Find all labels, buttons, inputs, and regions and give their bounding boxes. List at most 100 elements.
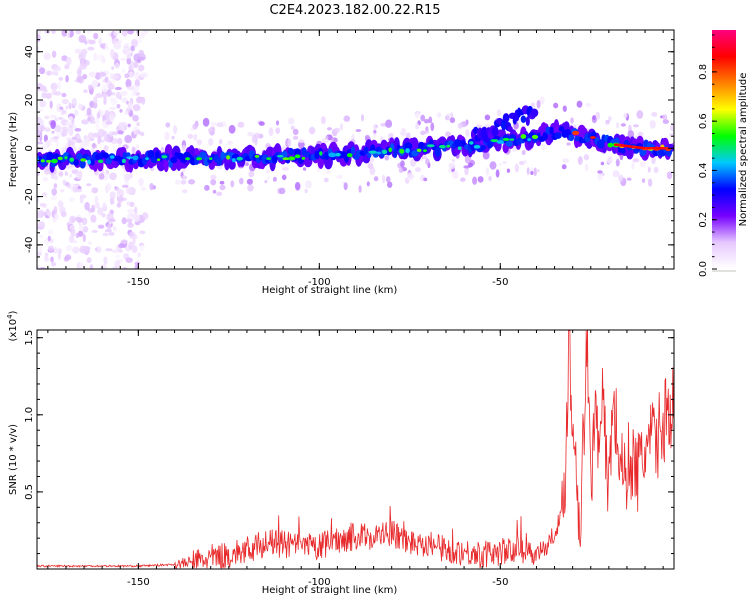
snr-panel: -150 -100 -50 0.5 1.0 1.5 Height of straight l… [6, 310, 675, 596]
band-blob [101, 152, 109, 159]
noise-blob [489, 161, 497, 170]
noise-blob [37, 33, 41, 43]
noise-blob [97, 207, 104, 216]
noise-blob [94, 118, 100, 124]
noise-blob [452, 170, 459, 179]
scale-exponent: 4 [6, 314, 14, 319]
noise-blob [119, 57, 127, 61]
noise-blob [472, 176, 478, 185]
band-blob [621, 147, 626, 154]
noise-blob [105, 183, 112, 191]
noise-blob [382, 174, 386, 184]
noise-blob [485, 167, 490, 176]
noise-blob [210, 179, 217, 186]
noise-blob [101, 84, 109, 93]
noise-blob [68, 139, 72, 149]
colorbar-tick-label: 0.6 [698, 113, 709, 129]
band-core [473, 145, 481, 149]
band-core [236, 156, 243, 161]
noise-blob [50, 262, 57, 267]
noise-blob [160, 146, 165, 155]
noise-blob [451, 159, 456, 163]
noise-blob [117, 130, 124, 135]
noise-blob [484, 114, 491, 121]
noise-blob [91, 229, 98, 233]
band-core [231, 158, 236, 163]
band-blob [86, 155, 92, 162]
noise-blob [86, 107, 92, 116]
noise-blob [91, 204, 96, 213]
band-core [132, 155, 139, 161]
noise-blob [61, 98, 69, 105]
noise-blob [114, 62, 120, 69]
noise-blob [101, 55, 105, 64]
noise-blob [384, 155, 390, 161]
noise-blob [122, 50, 127, 54]
noise-blob [275, 120, 280, 126]
noise-blob [78, 34, 87, 43]
noise-blob [562, 105, 567, 112]
noise-blob [597, 170, 603, 174]
top-ytick-label: -20 [24, 188, 35, 204]
noise-blob [94, 81, 99, 87]
top-xtick-label: -50 [492, 277, 508, 288]
noise-blob [92, 132, 100, 138]
noise-blob [121, 68, 126, 73]
noise-blob [288, 117, 295, 125]
noise-blob [98, 72, 107, 77]
noise-blob [50, 120, 56, 129]
noise-blob [51, 30, 56, 35]
noise-blob [77, 186, 82, 190]
band-core [80, 158, 87, 162]
noise-blob [50, 256, 54, 263]
noise-blob [121, 184, 129, 188]
noise-blob [115, 254, 121, 259]
noise-blob [400, 160, 405, 168]
noise-blob [51, 188, 57, 196]
noise-blob [669, 124, 674, 132]
noise-blob [76, 75, 83, 83]
noise-blob [415, 167, 421, 173]
noise-blob [649, 120, 656, 129]
noise-blob [131, 146, 136, 154]
noise-blob [95, 122, 100, 132]
noise-blob [272, 176, 277, 182]
noise-blob [37, 265, 40, 269]
noise-blob [37, 223, 41, 228]
branch-blob [473, 126, 479, 135]
noise-blob [118, 95, 122, 100]
noise-blob [450, 112, 454, 118]
noise-blob [135, 129, 141, 135]
band-core [469, 141, 474, 145]
band-blob [505, 140, 513, 147]
noise-blob [44, 127, 51, 132]
noise-blob [92, 101, 98, 109]
noise-blob [65, 245, 73, 252]
noise-blob [343, 182, 348, 191]
noise-blob [50, 82, 58, 91]
noise-blob [631, 160, 635, 170]
noise-blob [84, 40, 88, 45]
bottom-y-axis-label: SNR (10 * v/v) [8, 424, 19, 495]
noise-blob [266, 176, 271, 180]
noise-blob [165, 122, 171, 128]
noise-blob [460, 177, 466, 182]
band-blob [79, 159, 86, 169]
band-core [319, 151, 323, 156]
noise-blob [623, 112, 628, 119]
noise-blob [592, 115, 596, 121]
noise-blob [120, 90, 128, 97]
noise-blob [103, 97, 107, 105]
noise-blob [86, 257, 92, 264]
noise-blob [585, 103, 592, 107]
noise-blob [79, 63, 87, 70]
noise-blob [127, 123, 131, 128]
top-ytick-label: 40 [24, 45, 35, 58]
band-core [185, 157, 191, 161]
noise-blob [247, 131, 254, 137]
noise-blob [91, 187, 99, 194]
noise-blob [109, 97, 117, 102]
noise-blob [647, 166, 651, 173]
noise-blob [68, 116, 74, 121]
colorbar-tick-label: 0.8 [698, 64, 709, 80]
